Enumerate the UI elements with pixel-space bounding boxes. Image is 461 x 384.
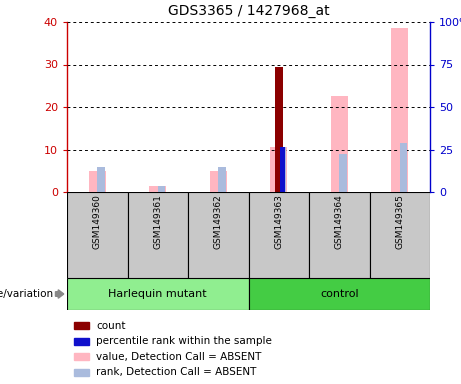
Bar — [391, 28, 408, 192]
Text: rank, Detection Call = ABSENT: rank, Detection Call = ABSENT — [96, 367, 256, 377]
Bar — [67, 278, 248, 310]
Text: GSM149361: GSM149361 — [153, 195, 162, 250]
Bar — [218, 167, 225, 192]
Bar — [74, 338, 89, 345]
Text: GSM149362: GSM149362 — [214, 195, 223, 249]
Text: GSM149365: GSM149365 — [395, 195, 404, 250]
Bar — [270, 147, 287, 192]
Text: GSM149363: GSM149363 — [274, 195, 283, 250]
Bar — [97, 167, 105, 192]
Bar — [331, 96, 348, 192]
Text: genotype/variation: genotype/variation — [0, 289, 53, 299]
Bar — [158, 185, 165, 192]
Bar — [370, 192, 430, 278]
Text: value, Detection Call = ABSENT: value, Detection Call = ABSENT — [96, 352, 261, 362]
Bar — [128, 192, 188, 278]
Bar — [74, 369, 89, 376]
Text: percentile rank within the sample: percentile rank within the sample — [96, 336, 272, 346]
Bar — [248, 192, 309, 278]
Bar — [149, 185, 166, 192]
Text: Harlequin mutant: Harlequin mutant — [108, 289, 207, 299]
Bar — [248, 278, 430, 310]
Bar — [210, 171, 227, 192]
Bar — [339, 154, 347, 192]
Text: GSM149360: GSM149360 — [93, 195, 102, 250]
Text: count: count — [96, 321, 125, 331]
Bar — [188, 192, 248, 278]
Bar — [279, 147, 286, 192]
Bar — [74, 353, 89, 360]
Bar — [309, 192, 370, 278]
Bar — [280, 147, 285, 192]
Title: GDS3365 / 1427968_at: GDS3365 / 1427968_at — [168, 4, 329, 18]
Bar — [400, 143, 407, 192]
Text: control: control — [320, 289, 359, 299]
Bar — [275, 67, 283, 192]
Bar — [74, 322, 89, 329]
Text: GSM149364: GSM149364 — [335, 195, 344, 249]
Bar — [67, 192, 128, 278]
Bar — [89, 171, 106, 192]
